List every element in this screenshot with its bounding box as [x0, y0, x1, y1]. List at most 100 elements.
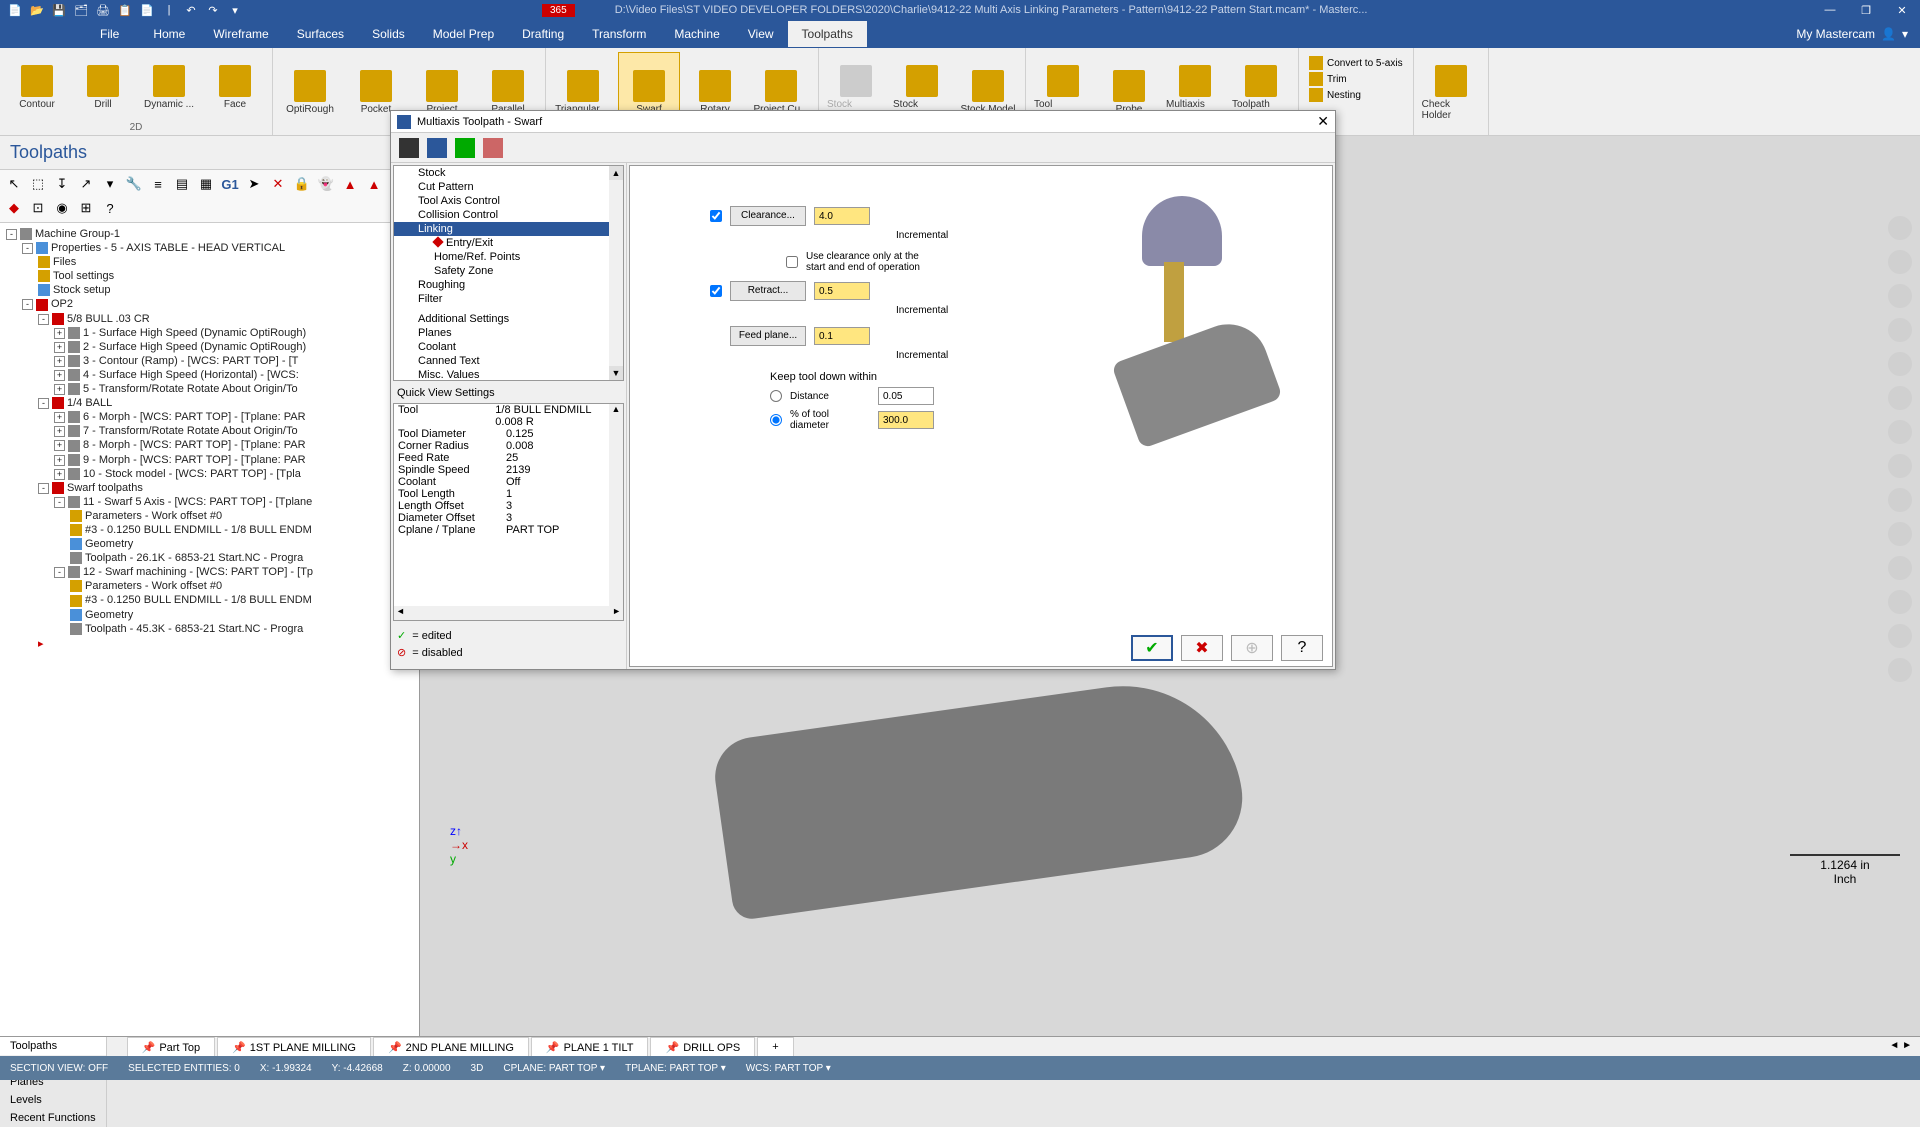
tree-node[interactable]: -1/4 BALL [2, 396, 417, 410]
tree-node[interactable]: -Machine Group-1 [2, 227, 417, 241]
tree-node[interactable]: Parameters - Work offset #0 [2, 509, 417, 523]
plane-tab-add[interactable]: + [757, 1037, 793, 1056]
misc3-icon[interactable]: ⊞ [76, 198, 96, 218]
dialog-apply-button[interactable]: ⊕ [1231, 635, 1273, 661]
feedplane-input[interactable] [814, 327, 870, 345]
use-clearance-checkbox[interactable] [786, 256, 798, 268]
ribbon-tab-drafting[interactable]: Drafting [508, 21, 578, 47]
vtool-7-icon[interactable] [1888, 420, 1912, 444]
vtool-9-icon[interactable] [1888, 488, 1912, 512]
tree-node[interactable]: +4 - Surface High Speed (Horizontal) - [… [2, 368, 417, 382]
saveas-icon[interactable]: 🗂 [74, 3, 88, 17]
down-icon[interactable]: ▲ [364, 174, 384, 194]
retract-button[interactable]: Retract... [730, 281, 806, 301]
vtool-13-icon[interactable] [1888, 624, 1912, 648]
status-wcs[interactable]: WCS: PART TOP ▾ [746, 1063, 831, 1074]
ribbon-tab-model-prep[interactable]: Model Prep [419, 21, 508, 47]
vtool-10-icon[interactable] [1888, 522, 1912, 546]
vtool-14-icon[interactable] [1888, 658, 1912, 682]
tree-node[interactable]: #3 - 0.1250 BULL ENDMILL - 1/8 BULL ENDM [2, 593, 417, 607]
tree-node[interactable]: -5/8 BULL .03 CR [2, 312, 417, 326]
qv-hscroll[interactable]: ◄► [394, 606, 623, 620]
pct-input[interactable] [878, 411, 934, 429]
dlg-tool3-icon[interactable] [455, 138, 475, 158]
ribbon-tab-surfaces[interactable]: Surfaces [283, 21, 358, 47]
vtool-8-icon[interactable] [1888, 454, 1912, 478]
vtool-4-icon[interactable] [1888, 318, 1912, 342]
dlg-tree-safety-zone[interactable]: Safety Zone [394, 264, 623, 278]
tree-node[interactable]: +9 - Morph - [WCS: PART TOP] - [Tplane: … [2, 453, 417, 467]
dialog-cancel-button[interactable]: ✖ [1181, 635, 1223, 661]
clearance-input[interactable] [814, 207, 870, 225]
dialog-tree-scrollbar[interactable]: ▲ ▼ [609, 166, 623, 380]
status-cplane[interactable]: CPLANE: PART TOP ▾ [503, 1063, 605, 1074]
arrow-icon[interactable]: ↗ [76, 174, 96, 194]
tree-node[interactable]: Files [2, 255, 417, 269]
feedplane-button[interactable]: Feed plane... [730, 326, 806, 346]
tree-node[interactable]: -Swarf toolpaths [2, 481, 417, 495]
plane-tab-part-top[interactable]: 📌Part Top [127, 1037, 215, 1056]
ribbon-tab-machine[interactable]: Machine [660, 21, 733, 47]
tree-node[interactable]: +10 - Stock model - [WCS: PART TOP] - [T… [2, 467, 417, 481]
dlg-tree-cut-pattern[interactable]: Cut Pattern [394, 180, 623, 194]
up-icon[interactable]: ▲ [340, 174, 360, 194]
redo-icon[interactable]: ↷ [206, 3, 220, 17]
retract-input[interactable] [814, 282, 870, 300]
help-dropdown-icon[interactable]: ▾ [1902, 27, 1908, 41]
maximize-button[interactable]: ❐ [1856, 4, 1876, 17]
tree-node[interactable]: -12 - Swarf machining - [WCS: PART TOP] … [2, 565, 417, 579]
vtool-1-icon[interactable] [1888, 216, 1912, 240]
plane-tab-drill-ops[interactable]: 📌DRILL OPS [650, 1037, 755, 1056]
tree-node[interactable]: +3 - Contour (Ramp) - [WCS: PART TOP] - … [2, 354, 417, 368]
misc2-icon[interactable]: ◉ [52, 198, 72, 218]
status-tplane[interactable]: TPLANE: PART TOP ▾ [625, 1063, 726, 1074]
dlg-tree-coolant[interactable]: Coolant [394, 340, 623, 354]
dlg-tool1-icon[interactable] [399, 138, 419, 158]
ribbon-tab-transform[interactable]: Transform [578, 21, 660, 47]
qv-scrollbar[interactable]: ▲ [609, 404, 623, 606]
ribbon-dynamic-[interactable]: Dynamic ... [138, 52, 200, 122]
ribbon-tab-home[interactable]: Home [139, 21, 199, 47]
lock-icon[interactable]: 🔒 [292, 174, 312, 194]
dlg-save-icon[interactable] [427, 138, 447, 158]
dlg-tree-linking[interactable]: Linking [394, 222, 623, 236]
ribbon-face[interactable]: Face [204, 52, 266, 122]
backplot-icon[interactable]: ▦ [196, 174, 216, 194]
vtool-5-icon[interactable] [1888, 352, 1912, 376]
bottom-tab-toolpaths[interactable]: Toolpaths [0, 1037, 107, 1055]
dlg-tree-filter[interactable]: Filter [394, 292, 623, 306]
ribbon-tab-toolpaths[interactable]: Toolpaths [788, 21, 867, 47]
dlg-tree-stock[interactable]: Stock [394, 166, 623, 180]
pct-radio[interactable] [770, 414, 782, 426]
select-icon[interactable]: ⬚ [28, 174, 48, 194]
tree-node[interactable]: -Properties - 5 - AXIS TABLE - HEAD VERT… [2, 241, 417, 255]
insert-icon[interactable]: ↧ [52, 174, 72, 194]
layers-icon[interactable]: ≡ [148, 174, 168, 194]
verify-icon[interactable]: ▤ [172, 174, 192, 194]
undo-icon[interactable]: ↶ [184, 3, 198, 17]
tree-node[interactable]: +8 - Morph - [WCS: PART TOP] - [Tplane: … [2, 438, 417, 452]
dialog-help-button[interactable]: ? [1281, 635, 1323, 661]
dlg-tree-entry-exit[interactable]: Entry/Exit [394, 236, 623, 250]
ghost-icon[interactable]: 👻 [316, 174, 336, 194]
ribbon-tab-wireframe[interactable]: Wireframe [199, 21, 282, 47]
dlg-tree-collision-control[interactable]: Collision Control [394, 208, 623, 222]
plane-tab-2nd-plane-milling[interactable]: 📌2ND PLANE MILLING [373, 1037, 529, 1056]
toolpaths-tree[interactable]: -Machine Group-1-Properties - 5 - AXIS T… [0, 223, 419, 1050]
tree-node[interactable]: Parameters - Work offset #0 [2, 579, 417, 593]
ribbon-side-trim[interactable]: Trim [1309, 72, 1403, 86]
new-icon[interactable]: 📄 [8, 3, 22, 17]
distance-input[interactable] [878, 387, 934, 405]
tree-node[interactable]: Tool settings [2, 269, 417, 283]
my-mastercam[interactable]: My Mastercam 👤 ▾ [1784, 21, 1920, 47]
ribbon-optirough[interactable]: OptiRough [279, 52, 341, 133]
tree-node[interactable]: Toolpath - 45.3K - 6853-21 Start.NC - Pr… [2, 622, 417, 636]
diamond-icon[interactable]: ◆ [4, 198, 24, 218]
tree-node[interactable]: +5 - Transform/Rotate Rotate About Origi… [2, 382, 417, 396]
dlg-tree-home-ref-points[interactable]: Home/Ref. Points [394, 250, 623, 264]
plane-tab-1st-plane-milling[interactable]: 📌1ST PLANE MILLING [217, 1037, 371, 1056]
dlg-tree-planes[interactable]: Planes [394, 326, 623, 340]
cursor-icon[interactable]: ↖ [4, 174, 24, 194]
tree-node[interactable]: #3 - 0.1250 BULL ENDMILL - 1/8 BULL ENDM [2, 523, 417, 537]
collapse-icon[interactable]: ▾ [100, 174, 120, 194]
